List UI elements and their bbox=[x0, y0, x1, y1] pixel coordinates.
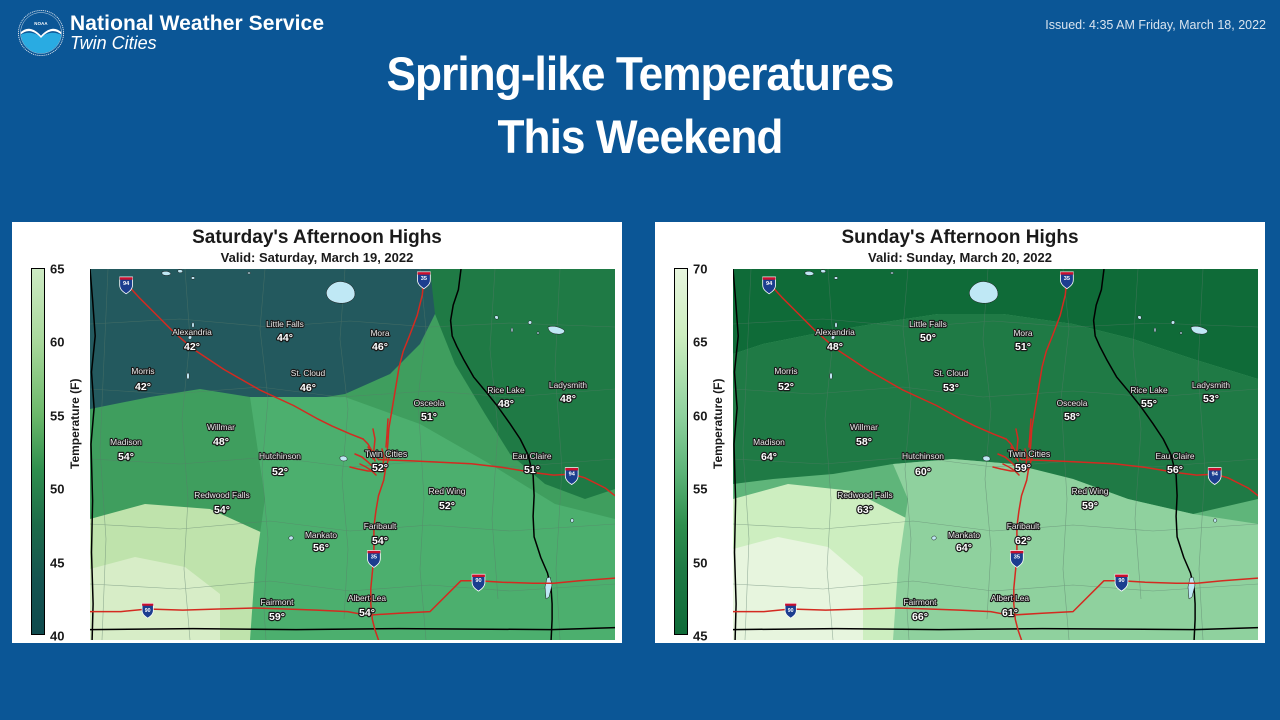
svg-text:51°: 51° bbox=[1015, 341, 1031, 353]
svg-text:Twin Cities: Twin Cities bbox=[1008, 449, 1051, 459]
svg-text:90: 90 bbox=[145, 608, 151, 614]
svg-text:48°: 48° bbox=[560, 393, 576, 405]
svg-text:Alexandria: Alexandria bbox=[815, 327, 855, 337]
svg-text:Madison: Madison bbox=[753, 437, 785, 447]
svg-text:Hutchinson: Hutchinson bbox=[902, 451, 944, 461]
svg-text:35: 35 bbox=[1014, 554, 1020, 560]
svg-text:48°: 48° bbox=[213, 436, 229, 448]
svg-text:St. Cloud: St. Cloud bbox=[934, 368, 969, 378]
svg-text:Albert Lea: Albert Lea bbox=[348, 593, 387, 603]
svg-text:48°: 48° bbox=[498, 398, 514, 410]
svg-text:94: 94 bbox=[766, 280, 773, 286]
svg-text:Madison: Madison bbox=[110, 437, 142, 447]
svg-text:54°: 54° bbox=[359, 607, 375, 619]
svg-text:59°: 59° bbox=[269, 611, 285, 623]
svg-text:55°: 55° bbox=[1141, 398, 1157, 410]
svg-text:Fairmont: Fairmont bbox=[260, 597, 294, 607]
svg-text:St. Cloud: St. Cloud bbox=[291, 368, 326, 378]
svg-text:42°: 42° bbox=[184, 341, 200, 353]
svg-text:Willmar: Willmar bbox=[207, 422, 235, 432]
svg-text:94: 94 bbox=[123, 280, 130, 286]
svg-text:52°: 52° bbox=[272, 466, 288, 478]
svg-text:Mora: Mora bbox=[1013, 328, 1032, 338]
svg-text:Ladysmith: Ladysmith bbox=[1192, 380, 1231, 390]
svg-text:Redwood Falls: Redwood Falls bbox=[837, 490, 892, 500]
svg-text:52°: 52° bbox=[372, 462, 388, 474]
svg-text:61°: 61° bbox=[1002, 607, 1018, 619]
svg-text:Morris: Morris bbox=[774, 366, 797, 376]
svg-text:Rice Lake: Rice Lake bbox=[487, 385, 525, 395]
svg-text:Faribault: Faribault bbox=[364, 521, 397, 531]
svg-text:51°: 51° bbox=[421, 411, 437, 423]
svg-text:Faribault: Faribault bbox=[1007, 521, 1040, 531]
svg-text:Little Falls: Little Falls bbox=[266, 319, 304, 329]
svg-text:54°: 54° bbox=[118, 451, 134, 463]
svg-text:NOAA: NOAA bbox=[34, 21, 48, 26]
svg-text:94: 94 bbox=[569, 471, 576, 477]
svg-text:90: 90 bbox=[1118, 578, 1124, 584]
svg-text:59°: 59° bbox=[1015, 462, 1031, 474]
svg-text:51°: 51° bbox=[524, 464, 540, 476]
svg-text:90: 90 bbox=[475, 578, 481, 584]
svg-text:44°: 44° bbox=[277, 332, 293, 344]
svg-text:Ladysmith: Ladysmith bbox=[549, 380, 588, 390]
svg-text:58°: 58° bbox=[1064, 411, 1080, 423]
svg-text:Mankato: Mankato bbox=[305, 530, 337, 540]
svg-text:Mankato: Mankato bbox=[948, 530, 980, 540]
svg-text:Fairmont: Fairmont bbox=[903, 597, 937, 607]
svg-text:Willmar: Willmar bbox=[850, 422, 878, 432]
svg-text:63°: 63° bbox=[857, 504, 873, 516]
svg-text:54°: 54° bbox=[214, 504, 230, 516]
svg-text:62°: 62° bbox=[1015, 535, 1031, 547]
svg-text:Mora: Mora bbox=[370, 328, 389, 338]
svg-text:66°: 66° bbox=[912, 611, 928, 623]
svg-text:Osceola: Osceola bbox=[1057, 398, 1088, 408]
svg-text:58°: 58° bbox=[856, 436, 872, 448]
svg-text:42°: 42° bbox=[135, 381, 151, 393]
svg-text:Eau Claire: Eau Claire bbox=[512, 451, 551, 461]
svg-text:Osceola: Osceola bbox=[414, 398, 445, 408]
svg-text:46°: 46° bbox=[300, 382, 316, 394]
svg-text:56°: 56° bbox=[1167, 464, 1183, 476]
svg-text:52°: 52° bbox=[439, 500, 455, 512]
svg-text:Albert Lea: Albert Lea bbox=[991, 593, 1030, 603]
svg-text:64°: 64° bbox=[761, 451, 777, 463]
svg-text:59°: 59° bbox=[1082, 500, 1098, 512]
svg-text:90: 90 bbox=[788, 608, 794, 614]
svg-text:53°: 53° bbox=[1203, 393, 1219, 405]
svg-text:60°: 60° bbox=[915, 466, 931, 478]
svg-text:Eau Claire: Eau Claire bbox=[1155, 451, 1194, 461]
svg-text:53°: 53° bbox=[943, 382, 959, 394]
svg-text:54°: 54° bbox=[372, 535, 388, 547]
svg-text:35: 35 bbox=[421, 275, 427, 281]
svg-text:64°: 64° bbox=[956, 542, 972, 554]
svg-text:50°: 50° bbox=[920, 332, 936, 344]
svg-text:Little Falls: Little Falls bbox=[909, 319, 947, 329]
svg-text:Redwood Falls: Redwood Falls bbox=[194, 490, 249, 500]
svg-text:56°: 56° bbox=[313, 542, 329, 554]
svg-text:Red Wing: Red Wing bbox=[1072, 486, 1109, 496]
svg-text:Alexandria: Alexandria bbox=[172, 327, 212, 337]
svg-text:48°: 48° bbox=[827, 341, 843, 353]
svg-text:Red Wing: Red Wing bbox=[429, 486, 466, 496]
svg-text:35: 35 bbox=[1064, 275, 1070, 281]
svg-text:46°: 46° bbox=[372, 341, 388, 353]
svg-text:52°: 52° bbox=[778, 381, 794, 393]
svg-text:Rice Lake: Rice Lake bbox=[1130, 385, 1168, 395]
svg-text:35: 35 bbox=[371, 554, 377, 560]
svg-text:Twin Cities: Twin Cities bbox=[365, 449, 408, 459]
svg-text:Morris: Morris bbox=[131, 366, 154, 376]
svg-text:Hutchinson: Hutchinson bbox=[259, 451, 301, 461]
svg-text:94: 94 bbox=[1212, 471, 1219, 477]
